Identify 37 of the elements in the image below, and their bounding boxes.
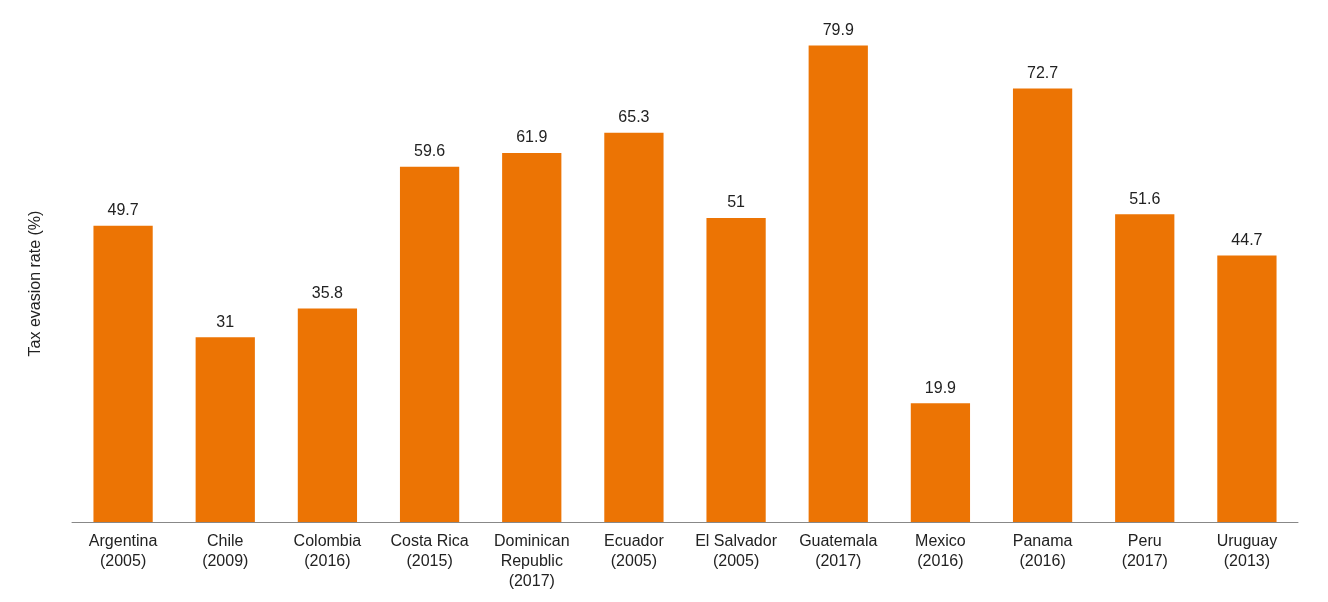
x-tick-label: El Salvador (2005) <box>695 531 778 569</box>
data-label: 79.9 <box>822 21 854 39</box>
x-tick-label: Chile (2009) <box>202 531 249 569</box>
x-tick-label: Colombia (2016) <box>293 531 362 569</box>
bar <box>1012 88 1073 522</box>
data-label: 49.7 <box>107 201 139 219</box>
x-tick-label: Uruguay (2013) <box>1216 531 1278 569</box>
bar <box>195 337 255 522</box>
bar <box>1217 255 1277 522</box>
data-label: 19.9 <box>924 378 957 396</box>
data-label: 61.9 <box>516 128 548 146</box>
x-tick-label: Dominican Republic (2017) <box>493 531 570 589</box>
y-axis-title: Tax evasion rate (%) <box>25 210 43 357</box>
x-tick-label: Panama (2016) <box>1012 531 1073 569</box>
bar <box>502 152 562 522</box>
bar <box>604 132 664 522</box>
bar <box>910 403 971 522</box>
bar <box>808 45 868 522</box>
x-tick-label: Peru (2017) <box>1121 531 1168 569</box>
bar <box>297 308 358 522</box>
x-tick-label: Mexico (2016) <box>915 531 966 569</box>
data-label: 51 <box>727 193 746 211</box>
x-tick-label: Guatemala (2017) <box>799 531 878 569</box>
data-label: 65.3 <box>618 108 650 126</box>
data-label: 72.7 <box>1027 64 1059 82</box>
data-label: 44.7 <box>1231 230 1263 248</box>
x-tick-label: Argentina (2005) <box>88 531 158 569</box>
data-label: 31 <box>216 312 235 330</box>
bar <box>93 225 153 522</box>
data-label: 59.6 <box>414 142 446 160</box>
data-label: 35.8 <box>311 284 344 302</box>
bar <box>706 217 766 522</box>
data-label: 51.6 <box>1129 189 1161 207</box>
bar <box>399 166 460 522</box>
x-tick-label: Costa Rica (2015) <box>390 531 469 569</box>
x-tick-label: Ecuador (2005) <box>604 531 665 569</box>
bar <box>1115 214 1175 522</box>
